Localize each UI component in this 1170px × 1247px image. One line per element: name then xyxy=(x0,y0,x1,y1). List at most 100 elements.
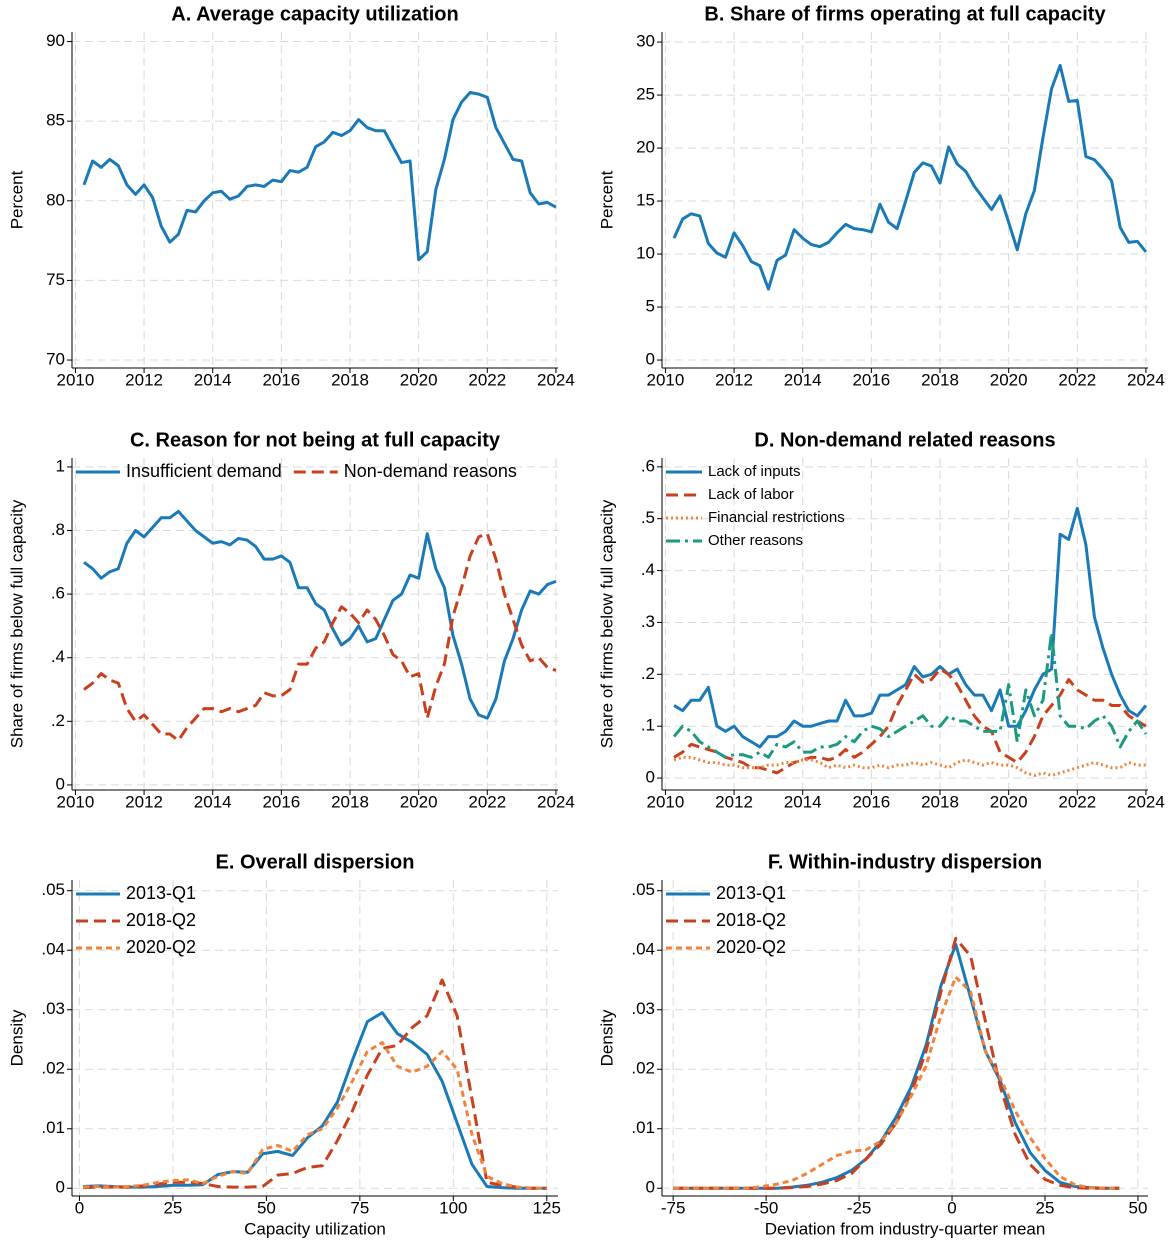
legend-label: 2013-Q1 xyxy=(126,883,196,903)
legend-label: Other reasons xyxy=(708,532,803,549)
legend: Insufficient demand Non-demand reasons xyxy=(76,461,517,481)
x-tick-label: 2014 xyxy=(194,792,232,811)
y-tick-label: 5 xyxy=(646,297,655,316)
x-tick-label: 2022 xyxy=(1058,792,1096,811)
chart-title: B. Share of firms operating at full capa… xyxy=(704,3,1106,25)
y-axis-label: Density xyxy=(7,1009,26,1066)
x-tick-label: 125 xyxy=(533,1198,561,1217)
x-tick-label: 2024 xyxy=(1127,792,1165,811)
y-tick-label: .05 xyxy=(41,880,65,899)
x-axis-label: Capacity utilization xyxy=(244,1219,386,1238)
y-tick-label: .02 xyxy=(41,1059,65,1078)
legend-label: Non-demand reasons xyxy=(344,461,517,481)
data-line xyxy=(672,631,1148,759)
y-axis-label: Share of firms below full capacity xyxy=(7,499,26,748)
y-tick-label: .4 xyxy=(51,647,65,666)
x-tick-label: 2012 xyxy=(715,792,753,811)
y-tick-label: .6 xyxy=(641,456,655,475)
y-tick-label: 15 xyxy=(636,191,655,210)
x-tick-label: -25 xyxy=(847,1198,872,1217)
x-tick-label: 2018 xyxy=(921,792,959,811)
data-line xyxy=(673,975,1120,1190)
y-axis-label: Density xyxy=(597,1009,616,1066)
y-tick-label: .2 xyxy=(51,711,65,730)
x-tick-label: 0 xyxy=(75,1198,84,1217)
panel: F. Within-industry dispersion Density Devi… xyxy=(597,851,1148,1238)
y-tick-label: 0 xyxy=(56,1178,65,1197)
y-tick-label: .01 xyxy=(41,1118,65,1137)
y-tick-label: 1 xyxy=(56,456,65,475)
x-tick-label: 2016 xyxy=(852,370,890,389)
legend-label: Lack of inputs xyxy=(708,463,801,480)
x-tick-label: 2020 xyxy=(990,792,1028,811)
y-tick-label: .05 xyxy=(631,880,655,899)
y-tick-label: 70 xyxy=(46,350,65,369)
x-tick-label: 2016 xyxy=(262,792,300,811)
legend-label: 2013-Q1 xyxy=(716,883,786,903)
chart-title: F. Within-industry dispersion xyxy=(768,851,1042,873)
x-tick-label: 2020 xyxy=(400,792,438,811)
x-tick-label: 2012 xyxy=(715,370,753,389)
panel: E. Overall dispersion Density Capacity uti… xyxy=(7,851,560,1238)
legend-label: 2018-Q2 xyxy=(716,910,786,930)
x-tick-label: 2010 xyxy=(57,370,95,389)
x-tick-label: 25 xyxy=(1036,1198,1055,1217)
y-tick-label: .2 xyxy=(641,664,655,683)
chart-title: E. Overall dispersion xyxy=(216,851,415,873)
y-tick-label: .02 xyxy=(631,1059,655,1078)
legend: 2013-Q1 2018-Q2 2020-Q2 xyxy=(76,883,196,957)
y-tick-label: 20 xyxy=(636,138,655,157)
x-tick-label: 0 xyxy=(947,1198,956,1217)
panel: B. Share of firms operating at full capa… xyxy=(597,3,1164,389)
x-tick-label: 2014 xyxy=(784,792,822,811)
y-tick-label: .1 xyxy=(641,716,655,735)
y-tick-label: .8 xyxy=(51,520,65,539)
x-tick-label: 2022 xyxy=(468,792,506,811)
x-tick-label: -50 xyxy=(754,1198,779,1217)
x-tick-label: 50 xyxy=(1128,1198,1147,1217)
data-line xyxy=(673,667,1147,775)
y-tick-label: 0 xyxy=(646,1178,655,1197)
x-tick-label: 2018 xyxy=(331,792,369,811)
data-line xyxy=(673,942,1120,1190)
y-tick-label: .4 xyxy=(641,560,655,579)
legend-label: 2018-Q2 xyxy=(126,910,196,930)
x-tick-label: 2018 xyxy=(331,370,369,389)
x-tick-label: 50 xyxy=(257,1198,276,1217)
x-tick-label: 2018 xyxy=(921,370,959,389)
legend: 2013-Q1 2018-Q2 2020-Q2 xyxy=(666,883,786,957)
y-tick-label: 75 xyxy=(46,270,65,289)
y-tick-label: .03 xyxy=(631,999,655,1018)
y-tick-label: 90 xyxy=(46,31,65,50)
x-tick-label: 25 xyxy=(163,1198,182,1217)
x-tick-label: -75 xyxy=(661,1198,686,1217)
x-tick-label: 2020 xyxy=(990,370,1028,389)
data-line xyxy=(83,1011,547,1190)
x-tick-label: 2024 xyxy=(537,792,575,811)
y-tick-label: 10 xyxy=(636,244,655,263)
x-tick-label: 2010 xyxy=(647,370,685,389)
legend: Lack of inputs Lack of labor Financial res… xyxy=(666,463,845,549)
x-tick-label: 2010 xyxy=(647,792,685,811)
x-tick-label: 2012 xyxy=(125,370,163,389)
chart-title: D. Non-demand related reasons xyxy=(754,429,1055,451)
y-tick-label: 80 xyxy=(46,190,65,209)
y-tick-label: 0 xyxy=(56,774,65,793)
y-tick-label: .04 xyxy=(41,940,65,959)
data-line xyxy=(673,936,1120,1190)
data-line xyxy=(82,91,557,262)
legend-label: Lack of labor xyxy=(708,486,794,503)
chart-title: C. Reason for not being at full capacity xyxy=(130,429,501,451)
x-tick-label: 100 xyxy=(439,1198,467,1217)
data-line xyxy=(673,755,1146,777)
y-tick-label: .3 xyxy=(641,612,655,631)
y-tick-label: .01 xyxy=(631,1118,655,1137)
y-tick-label: .04 xyxy=(631,940,655,959)
x-tick-label: 2016 xyxy=(262,370,300,389)
legend-label: 2020-Q2 xyxy=(716,937,786,957)
panel: D. Non-demand related reasons Share of fi… xyxy=(597,429,1164,811)
data-line xyxy=(83,978,547,1190)
x-tick-label: 75 xyxy=(350,1198,369,1217)
x-axis-label: Deviation from industry-quarter mean xyxy=(765,1219,1046,1238)
